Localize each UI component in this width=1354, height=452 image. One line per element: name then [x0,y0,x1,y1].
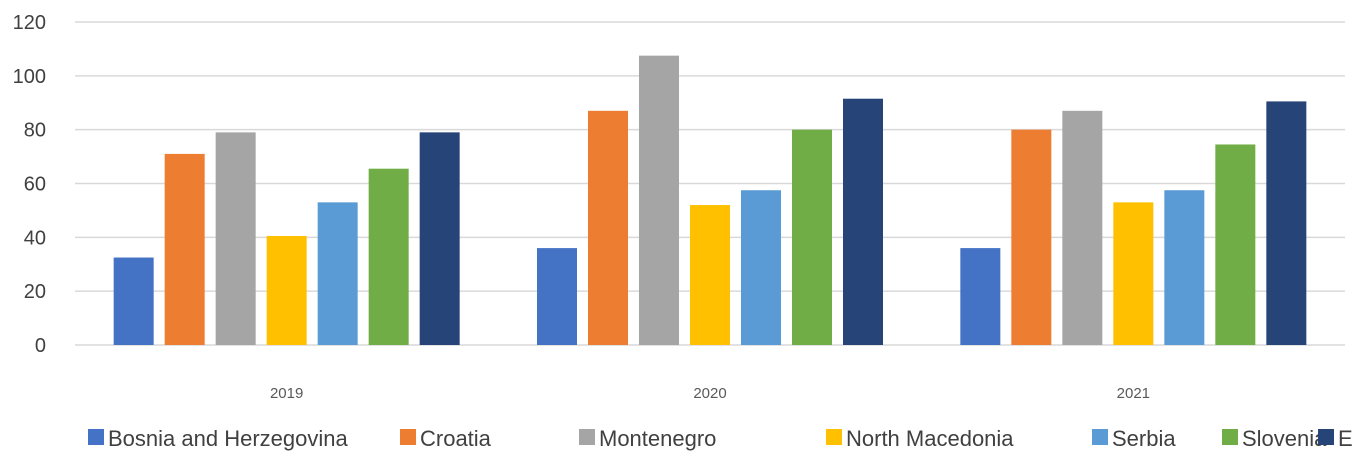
bar-croatia-2020 [588,110,628,345]
bar-eu-28-2020 [843,98,883,346]
bar-montenegro-2020 [639,55,679,345]
legend-label: Bosnia and Herzegovina [108,426,348,451]
y-axis-ticks: 0 20 40 60 80 100 120 [13,12,46,357]
y-tick-label: 40 [24,227,46,249]
legend-item-montenegro: Montenegro [579,426,716,451]
legend-swatch [579,429,595,445]
legend-label: EU-28 [1338,426,1354,451]
y-tick-label: 60 [24,174,46,196]
bar-north-macedonia-2021 [1113,202,1154,345]
bar-serbia-2021 [1164,190,1205,345]
bars [113,55,1307,346]
legend-item-north-macedonia: North Macedonia [826,426,1014,451]
legend-swatch [1318,429,1334,445]
bar-north-macedonia-2020 [690,205,730,345]
bar-croatia-2021 [1011,129,1052,345]
bar-croatia-2019 [164,153,205,345]
legend-item-eu-28: EU-28 [1318,426,1354,451]
legend-item-serbia: Serbia [1092,426,1176,451]
legend-item-slovenia: Slovenia [1222,426,1327,451]
legend: Bosnia and Herzegovina Croatia Montenegro N… [88,426,1354,451]
bar-bosnia-and-herzegovina-2020 [537,248,577,345]
bar-eu-28-2019 [419,132,460,345]
bar-montenegro-2021 [1062,110,1103,345]
x-tick-label: 2019 [270,385,303,402]
bar-slovenia-2019 [368,168,409,345]
legend-label: Montenegro [599,426,716,451]
y-tick-label: 80 [24,120,46,142]
bar-slovenia-2021 [1215,144,1256,345]
x-axis-ticks: 2019 2020 2021 [270,385,1150,402]
x-tick-label: 2020 [693,385,726,402]
bar-slovenia-2020 [792,129,832,345]
legend-swatch [1222,429,1238,445]
bar-north-macedonia-2019 [266,235,307,345]
bar-montenegro-2019 [215,132,256,345]
bar-serbia-2019 [317,202,358,345]
legend-label: Serbia [1112,426,1176,451]
bar-bosnia-and-herzegovina-2019 [113,257,154,345]
bar-bosnia-and-herzegovina-2021 [960,248,1001,345]
x-tick-label: 2021 [1117,385,1150,402]
y-tick-label: 0 [35,335,46,357]
legend-swatch [826,429,842,445]
y-tick-label: 100 [13,66,46,88]
legend-label: North Macedonia [846,426,1014,451]
legend-swatch [88,429,104,445]
legend-item-croatia: Croatia [400,426,492,451]
legend-label: Slovenia [1242,426,1327,451]
legend-swatch [400,429,416,445]
y-tick-label: 120 [13,12,46,34]
legend-item-bosnia-and-herzegovina: Bosnia and Herzegovina [88,426,348,451]
bar-serbia-2020 [741,190,781,345]
bar-eu-28-2021 [1266,101,1307,345]
y-tick-label: 20 [24,281,46,303]
legend-label: Croatia [420,426,492,451]
legend-swatch [1092,429,1108,445]
